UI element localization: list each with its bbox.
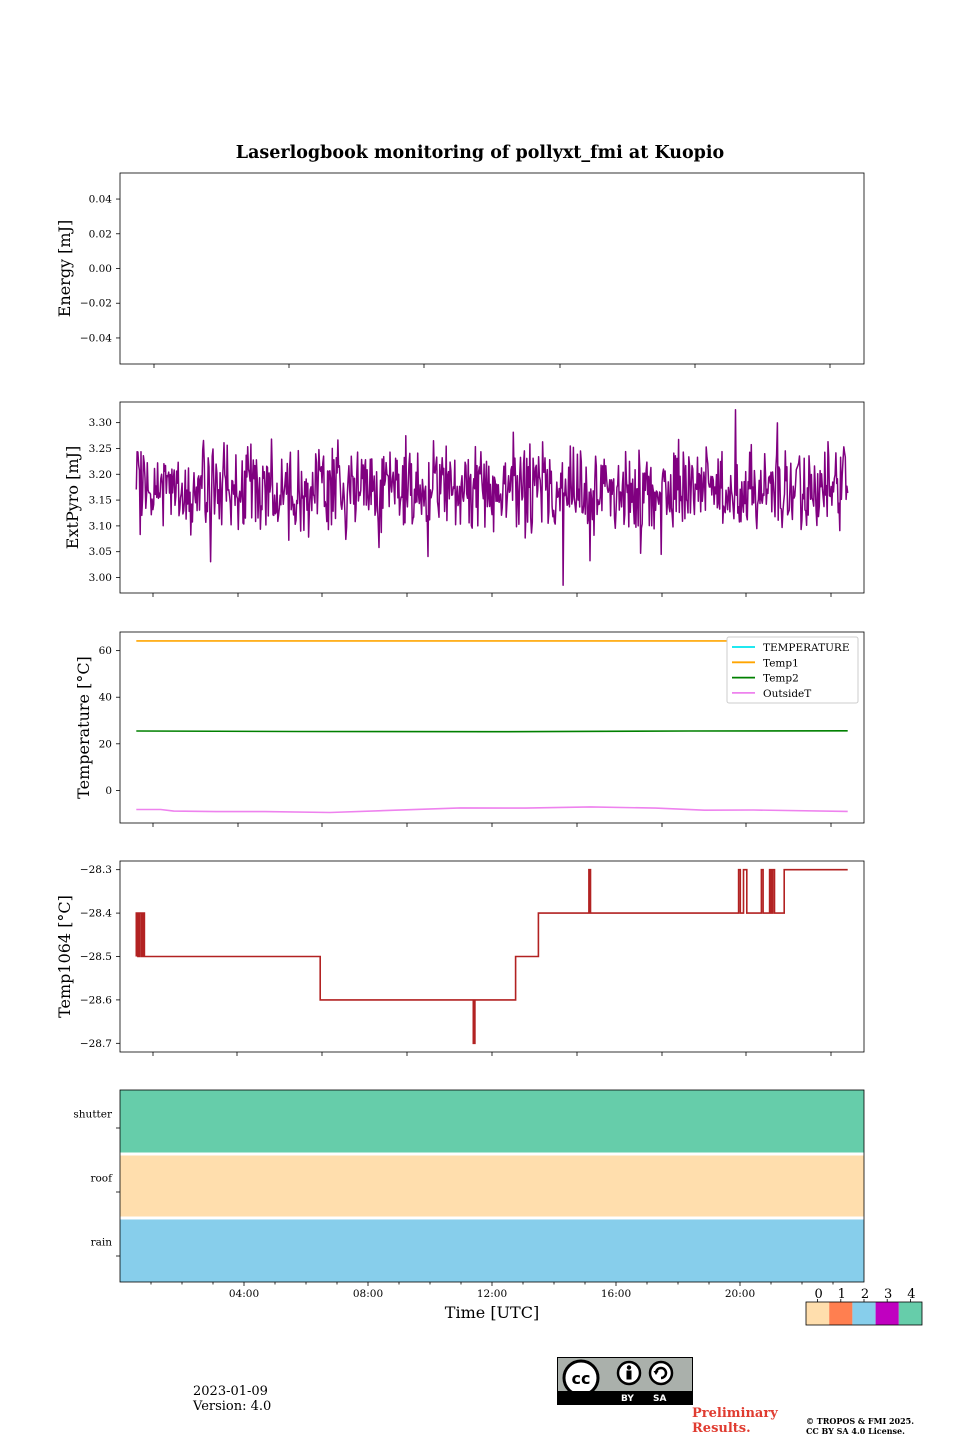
ytick-label-energy: −0.04 [80, 332, 112, 344]
colorbar-tick-label: 3 [884, 1287, 892, 1302]
colorbar-tick-label: 2 [861, 1287, 869, 1302]
ytick-label-energy: 0.00 [89, 263, 112, 275]
panel-status: shutter roof rain 04:00 08:00 12:00 16:00 20:00… [73, 1089, 923, 1326]
legend-label: TEMPERATURE [763, 642, 850, 654]
status-band-rain [120, 1218, 864, 1282]
svg-text:cc: cc [572, 1369, 591, 1388]
footer-date: 2023-01-09 [193, 1384, 268, 1399]
series-line-outsidet [136, 806, 848, 814]
legend-label: Temp2 [763, 673, 799, 685]
ylabel-temperature: Temperature [°C] [74, 656, 93, 799]
colorbar-swatch-1 [829, 1302, 853, 1325]
ytick-label-temperature: 0 [105, 785, 112, 797]
colorbar-swatch-0 [806, 1302, 830, 1325]
colorbar-swatch-2 [852, 1302, 876, 1325]
panel-extpyro: 3.30 3.25 3.20 3.15 3.10 3.05 3.00 ExtPyro [mJ] [63, 401, 865, 597]
ylabel-temp1064: Temp1064 [°C] [55, 895, 74, 1018]
figure-title: Laserlogbook monitoring of pollyxt_fmi a… [236, 143, 724, 163]
preliminary-line-2: Results. [692, 1421, 751, 1436]
copyright-line-1: © TROPOS & FMI 2025. [806, 1416, 915, 1426]
preliminary-line-1: Preliminary [692, 1406, 778, 1421]
legend-box [726, 636, 859, 704]
ytick-label-energy: 0.04 [89, 194, 113, 206]
status-xtick-label: 08:00 [353, 1288, 383, 1300]
plot-area: 0.04 0.02 0.00 −0.02 −0.04 Energy [mJ] 3.30 3.2… [55, 172, 923, 1326]
colorbar-tick-label: 1 [838, 1287, 846, 1302]
panel-energy: 0.04 0.02 0.00 −0.02 −0.04 Energy [mJ] [55, 172, 865, 368]
status-row-label-roof: roof [90, 1173, 113, 1185]
ytick-label-temp1064: −28.7 [80, 1038, 112, 1050]
ytick-label-temp1064: −28.4 [80, 908, 112, 920]
ytick-label-temp1064: −28.5 [80, 951, 112, 963]
ytick-label-temp1064: −28.3 [80, 864, 112, 876]
sa-share-icon [648, 1360, 674, 1386]
cc-logo-icon [562, 1359, 600, 1392]
status-xtick-label: 04:00 [229, 1288, 259, 1300]
ytick-label-extpyro: 3.30 [89, 417, 112, 429]
ytick-label-temperature: 40 [99, 692, 112, 704]
cc-by-label: BY [621, 1394, 634, 1404]
cc-sa-label: SA [653, 1394, 667, 1404]
ytick-label-temp1064: −28.6 [80, 994, 112, 1006]
ylabel-extpyro: ExtPyro [mJ] [63, 446, 82, 549]
axes-frame-temp1064 [119, 860, 865, 1053]
status-band-roof [120, 1154, 864, 1218]
legend-label: OutsideT [763, 688, 811, 700]
axes-frame-extpyro [119, 401, 865, 594]
ytick-label-extpyro: 3.20 [89, 469, 112, 481]
ylabel-energy: Energy [mJ] [55, 220, 74, 318]
copyright-line-2: CC BY SA 4.0 License. [806, 1426, 905, 1436]
colorbar-swatch-4 [898, 1302, 922, 1325]
colorbar-frame [805, 1301, 923, 1326]
ytick-label-extpyro: 3.15 [89, 495, 112, 507]
status-xtick-label: 16:00 [601, 1288, 631, 1300]
colorbar-swatch-3 [875, 1302, 899, 1325]
status-row-label-shutter: shutter [73, 1109, 113, 1121]
legend-label: Temp1 [763, 657, 799, 669]
axes-frame-energy [119, 172, 865, 365]
ytick-label-temperature: 20 [99, 738, 112, 750]
cc-label-bar: BY SA [558, 1391, 692, 1404]
colorbar-tick-label: 4 [907, 1287, 915, 1302]
ytick-label-extpyro: 3.25 [89, 443, 112, 455]
status-band-shutter [120, 1090, 864, 1154]
series-line-temp2 [136, 730, 848, 733]
ytick-label-extpyro: 3.10 [89, 520, 112, 532]
xlabel-time: Time [UTC] [445, 1303, 539, 1322]
panel-temp1064: −28.3 −28.4 −28.5 −28.6 −28.7 Temp1064 [°C] [55, 860, 865, 1056]
panel-temperature: 60 40 20 0 Temperature [°C] TEMPERATURE Temp1 T… [74, 631, 865, 827]
ytick-label-extpyro: 3.05 [89, 546, 112, 558]
status-row-label-rain: rain [91, 1237, 113, 1249]
axes-frame-temperature [119, 631, 865, 824]
status-xtick-label: 12:00 [477, 1288, 507, 1300]
footer-version: Version: 4.0 [193, 1399, 272, 1414]
series-line-temp1064 [135, 868, 848, 1045]
ytick-label-extpyro: 3.00 [89, 572, 112, 584]
colorbar-tick-label: 0 [814, 1287, 822, 1302]
ytick-label-temperature: 60 [99, 645, 112, 657]
ytick-label-energy: −0.02 [80, 298, 112, 310]
ytick-label-energy: 0.02 [89, 228, 112, 240]
series-line-extpyro [135, 408, 849, 587]
cc-icons: cc [562, 1359, 674, 1392]
status-xtick-label: 20:00 [725, 1288, 755, 1300]
cc-license-badge: cc BY SA [557, 1357, 693, 1405]
